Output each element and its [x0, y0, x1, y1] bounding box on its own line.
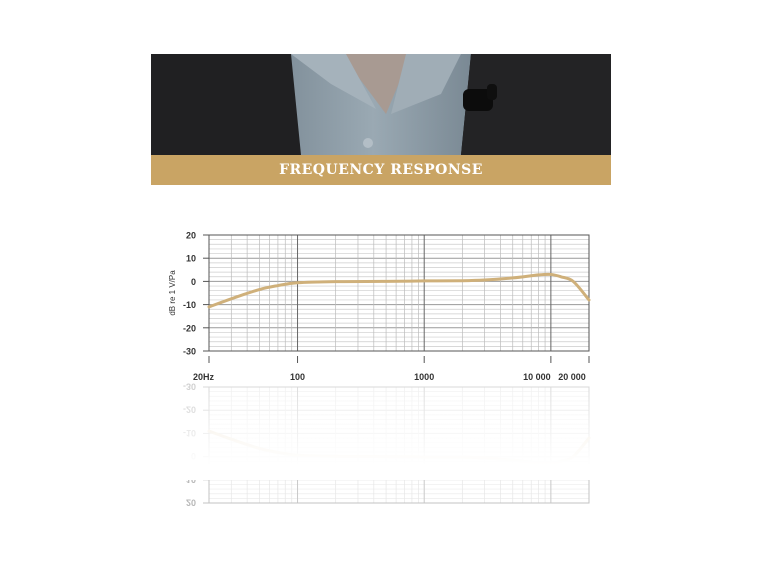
- y-axis-label: dB re 1 V/Pa: [168, 270, 177, 316]
- y-tick-label: -10: [183, 300, 196, 310]
- x-tick-label: 100: [290, 372, 305, 382]
- photo-illustration: [151, 54, 611, 155]
- section-title: FREQUENCY RESPONSE: [279, 162, 483, 178]
- y-tick-label: -20: [183, 323, 196, 333]
- y-tick-label: 10: [186, 254, 196, 264]
- plot-border: [208, 234, 590, 352]
- x-tick-label: 20Hz: [193, 372, 215, 382]
- response-curve: [207, 272, 591, 309]
- x-tick-label: 20 000: [558, 372, 586, 382]
- reflection-fade: [150, 380, 612, 480]
- y-tick-label: 0: [191, 277, 196, 287]
- header-photo: [151, 54, 611, 155]
- section-banner: FREQUENCY RESPONSE: [151, 155, 611, 185]
- y-tick-label: -30: [183, 347, 196, 357]
- x-tick-label: 1000: [414, 372, 434, 382]
- x-tick-label: 10 000: [523, 372, 551, 382]
- y-tick-label: 20: [186, 498, 196, 508]
- y-tick-label: 20: [186, 231, 196, 241]
- plot-area: [209, 235, 589, 351]
